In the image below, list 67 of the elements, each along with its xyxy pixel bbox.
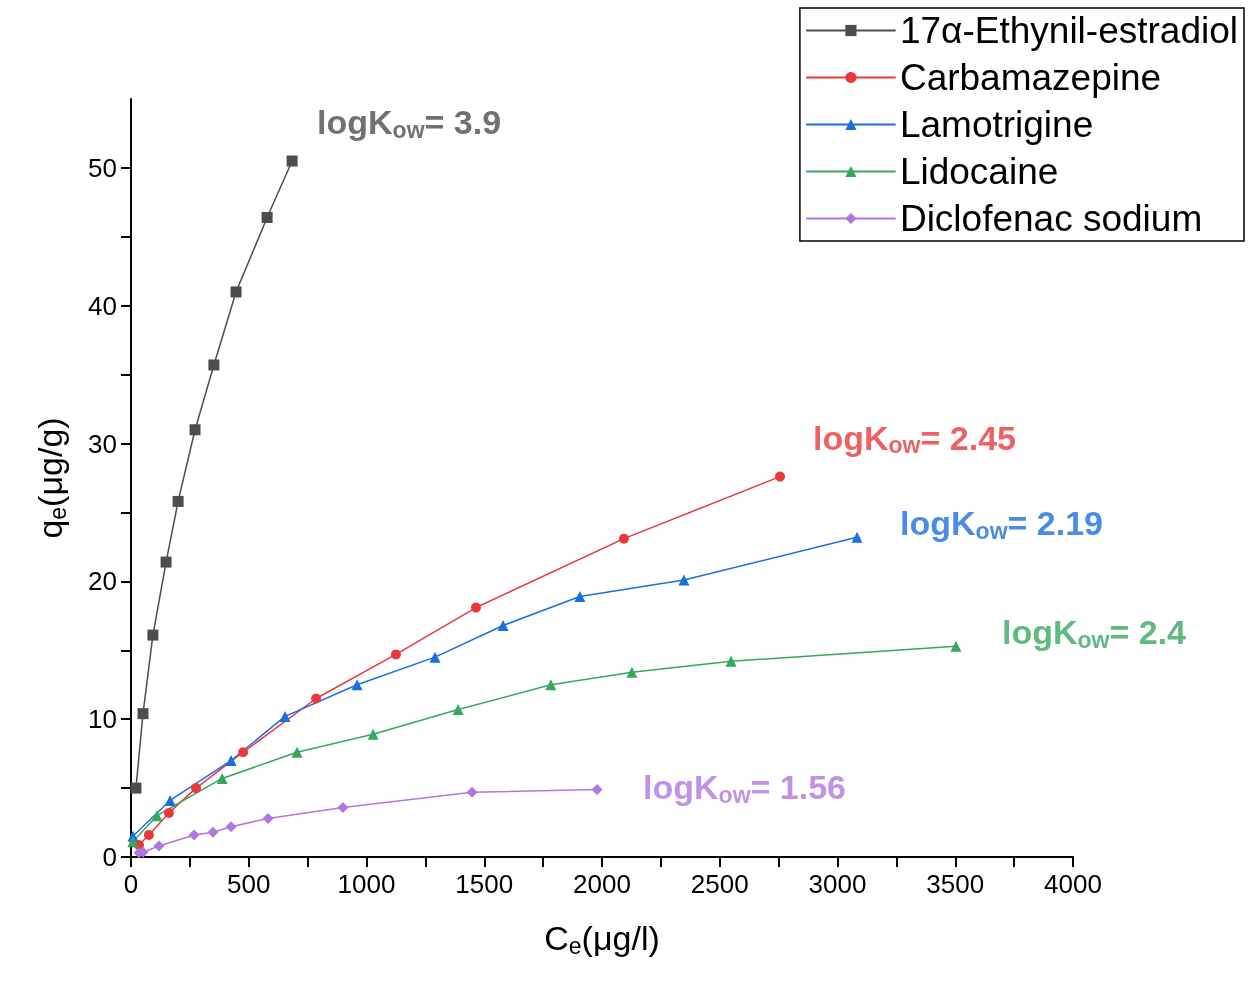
point bbox=[626, 666, 638, 678]
point bbox=[851, 531, 863, 543]
point bbox=[775, 471, 786, 482]
point bbox=[591, 783, 603, 795]
legend-label: Lidocaine bbox=[899, 151, 1059, 192]
point bbox=[725, 655, 737, 667]
point bbox=[225, 755, 237, 767]
x-tick-label: 1000 bbox=[337, 869, 396, 899]
point bbox=[311, 693, 322, 704]
point bbox=[618, 533, 629, 544]
point bbox=[291, 746, 303, 758]
point bbox=[207, 826, 219, 838]
point bbox=[189, 424, 201, 436]
point bbox=[172, 495, 184, 507]
x-tick-label: 4000 bbox=[1044, 869, 1102, 899]
point bbox=[390, 649, 401, 660]
point bbox=[225, 821, 237, 833]
point bbox=[429, 651, 441, 663]
point bbox=[163, 807, 174, 818]
legend-label: Diclofenac sodium bbox=[899, 198, 1203, 239]
point bbox=[160, 556, 172, 568]
point bbox=[191, 783, 201, 794]
x-tick-label: 1500 bbox=[455, 869, 514, 899]
point bbox=[261, 212, 273, 224]
point bbox=[286, 155, 298, 167]
point bbox=[130, 782, 142, 794]
y-tick-label: 30 bbox=[88, 428, 117, 459]
point bbox=[262, 812, 274, 824]
point bbox=[678, 574, 690, 586]
x-tick-label: 3500 bbox=[926, 869, 985, 899]
x-tick-label: 0 bbox=[123, 869, 139, 899]
point bbox=[127, 836, 139, 848]
point bbox=[216, 772, 228, 784]
point bbox=[337, 801, 349, 813]
point bbox=[238, 747, 249, 758]
x-tick-label: 2500 bbox=[690, 869, 749, 899]
point bbox=[151, 810, 163, 822]
point bbox=[230, 286, 242, 298]
point bbox=[452, 704, 464, 716]
point bbox=[188, 829, 200, 841]
x-tick-label: 3000 bbox=[808, 869, 867, 899]
y-tick-label: 20 bbox=[88, 566, 117, 597]
y-tick-label: 50 bbox=[88, 152, 117, 183]
point bbox=[367, 728, 379, 740]
legend-label: Lamotrigine bbox=[899, 104, 1094, 145]
point bbox=[164, 794, 176, 806]
legend-label: 17α-Ethynil-estradiol bbox=[899, 10, 1239, 51]
point bbox=[471, 602, 482, 613]
point bbox=[153, 840, 165, 852]
y-tick-label: 40 bbox=[88, 290, 117, 321]
y-tick-label: 0 bbox=[102, 842, 117, 872]
legend-label: Carbamazepine bbox=[899, 57, 1162, 98]
point bbox=[466, 786, 478, 798]
point bbox=[143, 829, 154, 840]
point bbox=[497, 619, 509, 631]
point bbox=[279, 710, 291, 722]
point bbox=[574, 591, 586, 603]
point bbox=[208, 359, 220, 371]
y-axis-title: qe(μg/g) bbox=[31, 417, 71, 539]
x-tick-label: 500 bbox=[227, 869, 271, 899]
x-tick-label: 2000 bbox=[573, 869, 631, 899]
point bbox=[545, 679, 557, 691]
point bbox=[351, 679, 363, 691]
point bbox=[950, 640, 962, 652]
point bbox=[137, 708, 149, 720]
y-tick-label: 10 bbox=[88, 704, 117, 735]
point bbox=[147, 629, 159, 641]
